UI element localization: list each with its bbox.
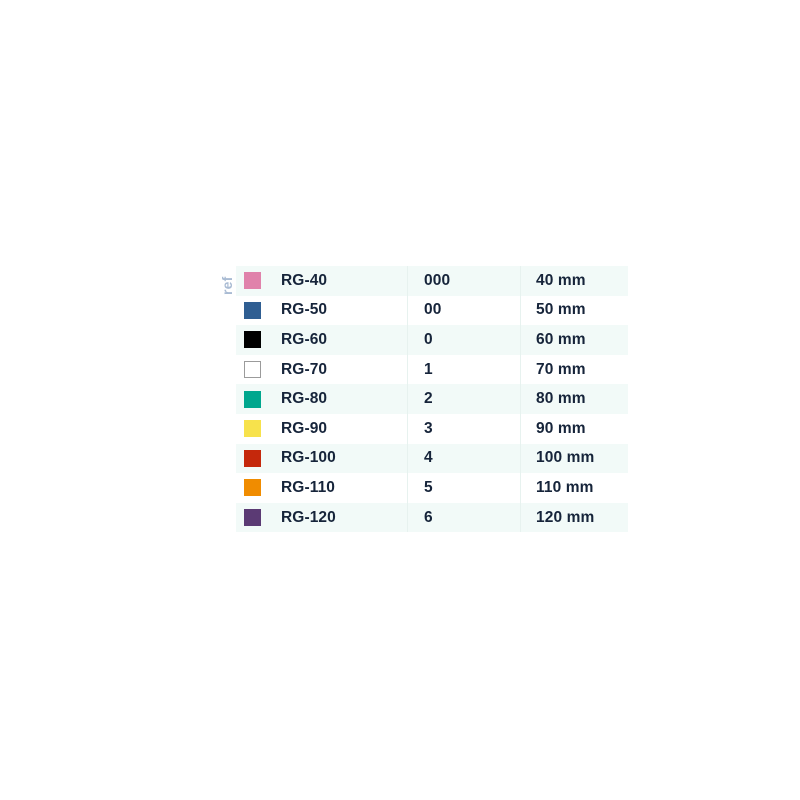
color-swatch-cell (236, 503, 272, 533)
cell-ref: RG-90 (281, 419, 328, 437)
cell-size: 3 (407, 413, 521, 444)
cell-size: 4 (407, 443, 521, 474)
cell-length: 120 mm (520, 502, 628, 533)
color-swatch-icon (244, 479, 261, 497)
cell-ref: RG-110 (281, 478, 336, 496)
cell-length: 50 mm (520, 295, 628, 326)
cell-length: 90 mm (520, 413, 628, 444)
cell-ref: RG-40 (281, 271, 328, 289)
color-swatch-icon (244, 272, 261, 290)
spec-table-body: RG-40 000 40 mm RG-50 00 50 mm RG-60 0 60 mm RG-7… (236, 266, 628, 533)
table-row: RG-50 00 50 mm (236, 295, 628, 326)
row-label-ref: ref (219, 276, 235, 296)
color-swatch-icon (244, 420, 261, 438)
cell-size: 000 (407, 266, 521, 296)
color-swatch-icon (244, 509, 261, 527)
spec-table-wrapper: RG-40 000 40 mm RG-50 00 50 mm RG-60 0 60 mm RG-7… (236, 266, 628, 533)
cell-length: 110 mm (520, 473, 628, 503)
cell-length: 70 mm (520, 354, 628, 385)
table-row: RG-60 0 60 mm (236, 325, 628, 355)
cell-ref: RG-80 (281, 390, 328, 408)
color-swatch-cell (236, 414, 272, 444)
cell-length: 40 mm (520, 266, 628, 296)
cell-length: 60 mm (520, 325, 628, 355)
cell-length: 80 mm (520, 384, 628, 414)
cell-ref: RG-60 (281, 330, 328, 348)
cell-ref: RG-120 (281, 508, 336, 526)
table-row: RG-40 000 40 mm (236, 266, 628, 296)
color-swatch-cell (236, 296, 272, 326)
cell-size: 00 (407, 295, 521, 326)
color-swatch-cell (236, 266, 272, 296)
cell-size: 6 (407, 502, 521, 533)
color-swatch-icon (244, 331, 261, 349)
table-row: RG-90 3 90 mm (236, 413, 628, 444)
table-row: RG-70 1 70 mm (236, 354, 628, 385)
color-swatch-cell (236, 473, 272, 503)
color-swatch-cell (236, 384, 272, 414)
cell-length: 100 mm (520, 443, 628, 474)
cell-ref: RG-100 (281, 449, 336, 467)
table-row: RG-80 2 80 mm (236, 384, 628, 414)
cell-size: 0 (407, 325, 521, 355)
cell-size: 1 (407, 354, 521, 385)
color-swatch-icon (244, 301, 261, 319)
color-swatch-icon (244, 390, 261, 408)
color-swatch-cell (236, 444, 272, 474)
table-row: RG-110 5 110 mm (236, 473, 628, 503)
color-swatch-icon (244, 361, 261, 379)
cell-ref: RG-70 (281, 360, 328, 378)
cell-size: 5 (407, 473, 521, 503)
color-swatch-cell (236, 355, 272, 385)
cell-ref: RG-50 (281, 301, 328, 319)
product-spec-table: RG-40 000 40 mm RG-50 00 50 mm RG-60 0 60 mm RG-7… (236, 266, 628, 533)
color-swatch-cell (236, 325, 272, 355)
color-swatch-icon (244, 449, 261, 467)
table-row: RG-100 4 100 mm (236, 443, 628, 474)
table-row: RG-120 6 120 mm (236, 502, 628, 533)
cell-size: 2 (407, 384, 521, 414)
